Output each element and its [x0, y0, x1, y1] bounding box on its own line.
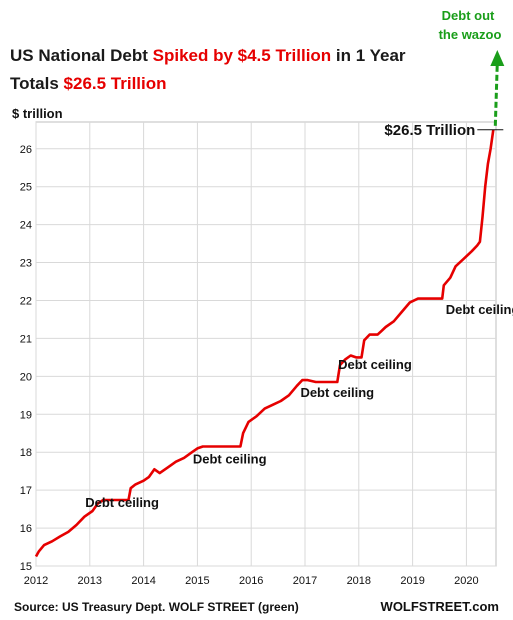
y-tick-label: 16 [20, 523, 32, 535]
title2-highlight: $26.5 Trillion [63, 74, 167, 93]
green-annotation-line-2: the wazoo [439, 27, 502, 42]
title-prefix: US National Debt [10, 46, 153, 65]
y-tick-label: 17 [20, 485, 32, 497]
y-tick-label: 18 [20, 447, 32, 459]
x-tick-label: 2013 [78, 575, 102, 587]
y-axis-label: $ trillion [12, 106, 63, 121]
y-tick-label: 25 [20, 182, 32, 194]
x-tick-label: 2020 [454, 575, 478, 587]
debt-ceiling-annotation: Debt ceiling [300, 385, 374, 400]
green-arrow-shaft [493, 61, 499, 126]
x-tick-label: 2015 [185, 575, 209, 587]
y-tick-label: 23 [20, 258, 32, 270]
y-tick-label: 21 [20, 333, 32, 345]
x-tick-label: 2017 [293, 575, 317, 587]
y-tick-label: 24 [20, 220, 32, 232]
y-tick-label: 26 [20, 144, 32, 156]
x-tick-label: 2019 [400, 575, 424, 587]
source-note: Source: US Treasury Dept. WOLF STREET (g… [14, 600, 299, 614]
x-tick-label: 2016 [239, 575, 263, 587]
x-tick-label: 2014 [131, 575, 155, 587]
y-tick-label: 20 [20, 371, 32, 383]
y-tick-label: 19 [20, 409, 32, 421]
x-tick-label: 2018 [347, 575, 371, 587]
debt-ceiling-annotation: Debt ceiling [193, 452, 267, 467]
debt-ceiling-annotation: Debt ceiling [85, 495, 159, 510]
debt-ceiling-annotation: Debt ceiling [338, 357, 412, 372]
green-annotation-line-1: Debt out [442, 8, 495, 23]
chart-title-line-2: Totals $26.5 Trillion [10, 74, 167, 94]
brand-label: WOLFSTREET.com [380, 599, 499, 614]
callout-label: $26.5 Trillion [384, 122, 475, 139]
y-tick-label: 15 [20, 561, 32, 573]
green-arrow-head [490, 50, 505, 66]
title-highlight: Spiked by $4.5 Trillion [152, 46, 332, 65]
series-line [34, 129, 495, 558]
x-tick-label: 2012 [24, 575, 48, 587]
title-suffix: in 1 Year [331, 46, 406, 65]
debt-ceiling-annotation: Debt ceiling [446, 302, 513, 317]
chart-title-line-1: US National Debt Spiked by $4.5 Trillion… [10, 46, 406, 66]
title2-prefix: Totals [10, 74, 64, 93]
y-tick-label: 22 [20, 295, 32, 307]
